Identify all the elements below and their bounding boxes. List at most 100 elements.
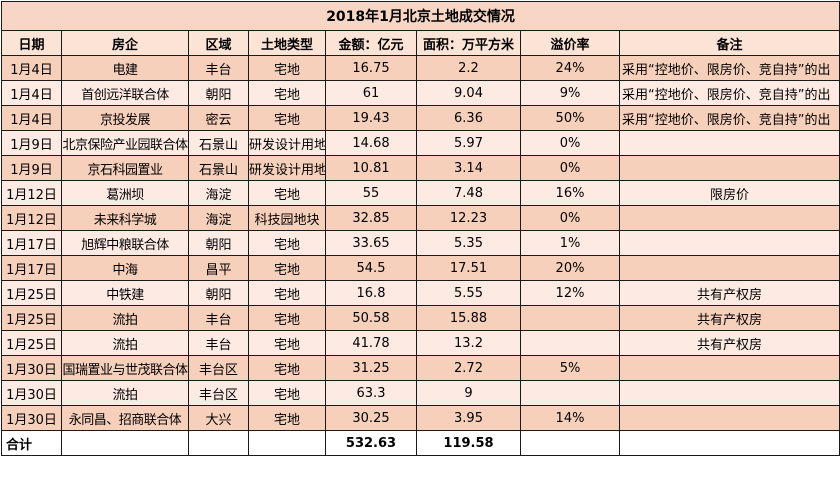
cell-note[interactable] [618, 380, 840, 406]
cell-note[interactable] [618, 405, 840, 431]
cell-date[interactable]: 1月9日 [1, 155, 62, 181]
cell-company[interactable]: 京石科园置业 [61, 155, 189, 181]
cell-premium[interactable]: 0% [520, 130, 620, 156]
cell-company[interactable]: 葛洲坝 [61, 180, 189, 206]
cell-company[interactable]: 旭辉中粮联合体 [61, 230, 189, 256]
cell-amount[interactable]: 10.81 [325, 155, 417, 181]
cell-note[interactable]: 采用“控地价、限房价、竞自持”的出 [618, 55, 840, 81]
cell-land-type[interactable]: 宅地 [248, 380, 326, 406]
cell-company[interactable]: 电建 [61, 55, 189, 81]
cell-amount[interactable]: 19.43 [325, 105, 417, 131]
cell-district[interactable]: 丰台 [188, 305, 249, 331]
cell-amount[interactable]: 30.25 [325, 405, 417, 431]
cell-date[interactable]: 1月30日 [1, 380, 62, 406]
cell-note[interactable] [618, 355, 840, 381]
cell-land-type[interactable]: 宅地 [248, 405, 326, 431]
cell-land-type[interactable]: 宅地 [248, 80, 326, 106]
cell-premium[interactable]: 24% [520, 55, 620, 81]
cell-note[interactable] [618, 205, 840, 231]
cell-premium[interactable]: 5% [520, 355, 620, 381]
cell-amount[interactable]: 31.25 [325, 355, 417, 381]
cell-area[interactable]: 2.72 [416, 355, 521, 381]
cell-area[interactable]: 3.95 [416, 405, 521, 431]
cell-date[interactable]: 1月4日 [1, 55, 62, 81]
cell-note[interactable] [618, 230, 840, 256]
cell-area[interactable]: 2.2 [416, 55, 521, 81]
cell-premium[interactable]: 0% [520, 155, 620, 181]
cell-premium[interactable]: 20% [520, 255, 620, 281]
cell-company[interactable]: 流拍 [61, 330, 189, 356]
cell-premium[interactable] [520, 330, 620, 356]
cell-date[interactable]: 1月9日 [1, 130, 62, 156]
cell-area[interactable]: 12.23 [416, 205, 521, 231]
cell-district[interactable]: 石景山 [188, 155, 249, 181]
cell-premium[interactable] [520, 305, 620, 331]
cell-company[interactable]: 未来科学城 [61, 205, 189, 231]
cell-land-type[interactable] [248, 430, 326, 456]
cell-amount[interactable]: 41.78 [325, 330, 417, 356]
cell-amount[interactable]: 54.5 [325, 255, 417, 281]
cell-district[interactable]: 朝阳 [188, 230, 249, 256]
cell-date[interactable]: 1月12日 [1, 180, 62, 206]
cell-land-type[interactable]: 研发设计用地 [248, 130, 326, 156]
cell-amount[interactable]: 33.65 [325, 230, 417, 256]
cell-district[interactable]: 丰台区 [188, 355, 249, 381]
cell-district[interactable]: 昌平 [188, 255, 249, 281]
cell-note[interactable]: 采用“控地价、限房价、竞自持”的出 [618, 105, 840, 131]
cell-amount[interactable]: 16.75 [325, 55, 417, 81]
cell-note[interactable] [618, 430, 840, 456]
cell-land-type[interactable]: 宅地 [248, 355, 326, 381]
cell-note[interactable]: 共有产权房 [618, 330, 840, 356]
cell-land-type[interactable]: 宅地 [248, 330, 326, 356]
cell-premium[interactable]: 14% [520, 405, 620, 431]
cell-amount[interactable]: 50.58 [325, 305, 417, 331]
header-company[interactable]: 房企 [61, 30, 189, 56]
cell-land-type[interactable]: 宅地 [248, 105, 326, 131]
cell-note[interactable] [618, 130, 840, 156]
header-note[interactable]: 备注 [618, 30, 840, 56]
cell-land-type[interactable]: 宅地 [248, 55, 326, 81]
header-amount[interactable]: 金额：亿元 [325, 30, 417, 56]
cell-area[interactable]: 13.2 [416, 330, 521, 356]
cell-note[interactable]: 限房价 [618, 180, 840, 206]
cell-date[interactable]: 1月30日 [1, 405, 62, 431]
cell-land-type[interactable]: 宅地 [248, 255, 326, 281]
cell-company[interactable]: 国瑞置业与世茂联合体 [61, 355, 189, 381]
cell-amount[interactable]: 55 [325, 180, 417, 206]
cell-amount[interactable]: 61 [325, 80, 417, 106]
cell-date[interactable]: 1月30日 [1, 355, 62, 381]
cell-date[interactable]: 1月25日 [1, 330, 62, 356]
cell-land-type[interactable]: 宅地 [248, 280, 326, 306]
cell-land-type[interactable]: 宅地 [248, 180, 326, 206]
cell-premium[interactable]: 16% [520, 180, 620, 206]
cell-date[interactable]: 1月25日 [1, 305, 62, 331]
cell-premium[interactable]: 12% [520, 280, 620, 306]
cell-premium[interactable]: 50% [520, 105, 620, 131]
cell-date[interactable]: 1月17日 [1, 230, 62, 256]
cell-district[interactable]: 朝阳 [188, 280, 249, 306]
cell-company[interactable]: 首创远洋联合体 [61, 80, 189, 106]
cell-premium[interactable]: 9% [520, 80, 620, 106]
cell-note[interactable] [618, 255, 840, 281]
cell-date[interactable]: 1月12日 [1, 205, 62, 231]
cell-premium[interactable]: 1% [520, 230, 620, 256]
cell-company[interactable]: 流拍 [61, 380, 189, 406]
cell-district[interactable]: 海淀 [188, 180, 249, 206]
cell-area[interactable]: 5.35 [416, 230, 521, 256]
cell-company[interactable] [61, 430, 189, 456]
cell-amount[interactable]: 16.8 [325, 280, 417, 306]
cell-area[interactable]: 3.14 [416, 155, 521, 181]
cell-district[interactable]: 丰台 [188, 55, 249, 81]
cell-area[interactable]: 7.48 [416, 180, 521, 206]
cell-company[interactable]: 中海 [61, 255, 189, 281]
cell-district[interactable]: 密云 [188, 105, 249, 131]
cell-note[interactable] [618, 155, 840, 181]
header-land-type[interactable]: 土地类型 [248, 30, 326, 56]
cell-premium[interactable] [520, 380, 620, 406]
cell-area[interactable]: 9 [416, 380, 521, 406]
cell-area[interactable]: 5.55 [416, 280, 521, 306]
cell-area[interactable]: 17.51 [416, 255, 521, 281]
cell-district[interactable]: 朝阳 [188, 80, 249, 106]
cell-company[interactable]: 北京保险产业园联合体 [61, 130, 189, 156]
cell-company[interactable]: 永同昌、招商联合体 [61, 405, 189, 431]
